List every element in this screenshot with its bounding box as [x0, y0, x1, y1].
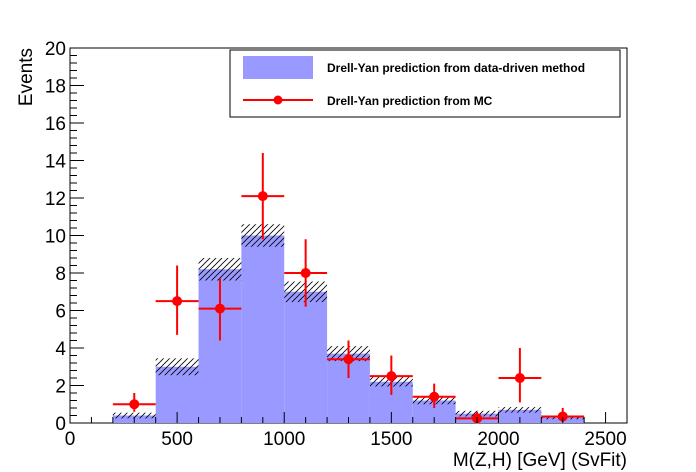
mc-point: [257, 191, 268, 202]
uncertainty-band: [112, 412, 156, 419]
mc-point: [557, 411, 568, 422]
x-axis-title: M(Z,H) [GeV] (SvFit): [453, 450, 627, 471]
histogram-bar: [241, 235, 285, 423]
mc-point: [214, 303, 225, 314]
x-tick-label: 1500: [370, 429, 412, 450]
x-axis: 0 500 1000 1500 2000 2500: [65, 412, 628, 450]
legend-swatch-mc-marker: [273, 95, 283, 105]
mc-point: [172, 296, 183, 307]
legend-label-mc: Drell-Yan prediction from MC: [327, 94, 493, 108]
x-tick-label: 2500: [584, 429, 626, 450]
uncertainty-band: [155, 358, 199, 376]
y-tick-label: 12: [45, 189, 66, 210]
mc-point: [129, 399, 140, 410]
y-tick-label: 4: [55, 339, 66, 360]
mc-point: [386, 371, 397, 382]
y-tick-label: 8: [55, 264, 66, 285]
histogram-bar: [412, 400, 456, 423]
y-tick-label: 14: [45, 152, 67, 173]
mc-points: [112, 153, 585, 424]
x-tick-label: 2000: [477, 429, 519, 450]
y-tick-label: 0: [55, 414, 66, 435]
y-tick-label: 20: [45, 39, 66, 60]
x-tick-label: 1000: [263, 429, 305, 450]
mc-point: [300, 268, 311, 278]
mc-point: [343, 354, 354, 365]
x-tick-label: 0: [65, 429, 76, 450]
mc-point: [514, 373, 525, 383]
uncertainty-band: [198, 258, 242, 281]
y-tick-label: 18: [45, 77, 66, 98]
x-tick-label: 500: [161, 429, 193, 450]
y-tick-label: 2: [55, 377, 66, 398]
mc-point: [429, 391, 440, 402]
y-axis: 0 2 4 6 8 10 12 14 16 18 20: [45, 39, 84, 435]
legend-label-data-driven: Drell-Yan prediction from data-driven me…: [327, 61, 585, 75]
histogram-bar: [498, 409, 542, 423]
legend-swatch-data-driven: [243, 56, 313, 79]
histogram-bar: [284, 291, 328, 423]
y-tick-label: 10: [45, 227, 66, 248]
y-axis-title: Events: [16, 48, 37, 106]
y-tick-label: 6: [55, 302, 66, 323]
uncertainty-band: [498, 407, 542, 413]
legend: Drell-Yan prediction from data-driven me…: [229, 49, 621, 118]
y-tick-label: 16: [45, 114, 66, 135]
